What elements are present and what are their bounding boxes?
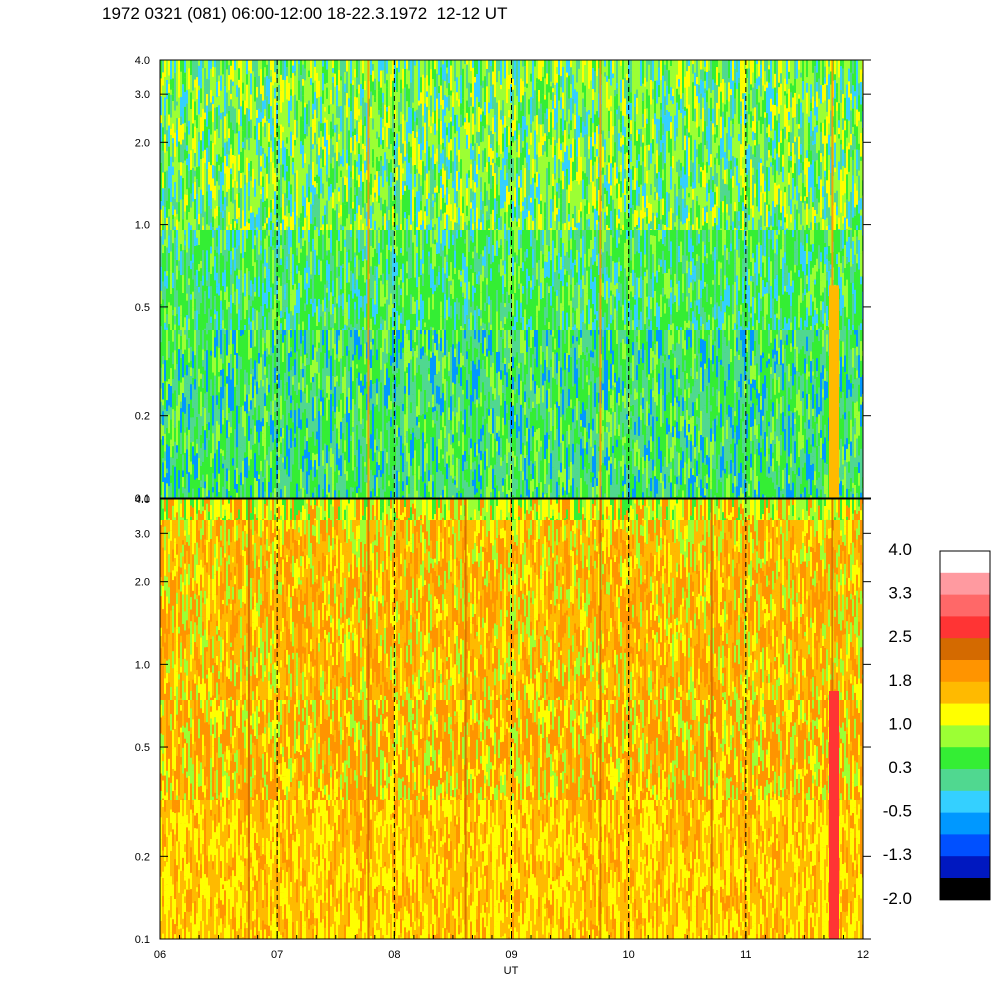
y-tick-label: 2.0 — [135, 137, 150, 149]
colorbar-swatch — [940, 790, 990, 813]
top-panel-frame — [159, 59, 864, 499]
y-tick-label: 0.2 — [135, 851, 150, 863]
colorbar-swatch — [940, 616, 990, 639]
colorbar-swatch — [940, 703, 990, 726]
colorbar-swatch — [940, 551, 990, 574]
x-tick-label: 09 — [505, 949, 517, 961]
y-tick-label: 0.5 — [135, 742, 150, 754]
x-tick-label: 12 — [857, 949, 869, 961]
colorbar-swatch — [940, 769, 990, 792]
colorbar-swatch — [940, 572, 990, 595]
top-spectrogram-panel: 4.0 3.0 2.0 1.0 0.5 0.2 0.1 — [135, 55, 871, 505]
y-tick-label: 1.0 — [135, 220, 150, 232]
y-tick-label: 3.0 — [135, 528, 150, 540]
vertical-feature — [367, 499, 370, 939]
x-tick-label: 06 — [154, 949, 166, 961]
colorbar-label: 1.0 — [888, 714, 912, 733]
colorbar-swatch — [940, 660, 990, 683]
y-tick-label: 4.0 — [135, 55, 150, 67]
colorbar-swatch — [940, 856, 990, 879]
colorbar-swatch — [940, 638, 990, 661]
y-tick-label: 0.1 — [135, 493, 150, 505]
y-tick-label: 0.2 — [135, 411, 150, 423]
bottom-spectrogram-panel: 4.0 3.0 2.0 1.0 0.5 0.2 0.1 06 07 08 09 10 11 12 UT — [135, 494, 871, 977]
y-tick-label: 3.0 — [135, 89, 150, 101]
colorbar-swatch — [940, 834, 990, 857]
colorbar-frame — [939, 550, 991, 901]
colorbar-swatch — [940, 725, 990, 748]
colorbar-label: -1.3 — [883, 845, 912, 864]
vertical-feature — [247, 499, 250, 939]
burst-feature — [829, 691, 839, 939]
y-tick-label: 1.0 — [135, 659, 150, 671]
y-tick-label: 0.1 — [135, 934, 150, 946]
vertical-feature — [831, 60, 834, 498]
colorbar-label: 4.0 — [888, 540, 912, 559]
colorbar-swatch — [940, 812, 990, 835]
x-tick-label: 11 — [740, 949, 751, 961]
vertical-feature — [599, 60, 602, 498]
colorbar-label: 2.5 — [888, 627, 912, 646]
y-tick-label: 4.0 — [135, 494, 150, 506]
vertical-feature — [367, 60, 370, 498]
burst-feature — [829, 285, 839, 498]
x-tick-label: 10 — [623, 949, 635, 961]
colorbar-label: 0.3 — [888, 758, 912, 777]
colorbar-swatch — [940, 878, 990, 901]
x-axis-label: UT — [504, 965, 519, 977]
colorbar-swatch — [940, 747, 990, 770]
colorbar-label: 1.8 — [888, 671, 912, 690]
colorbar-label: -2.0 — [883, 889, 912, 908]
colorbar-swatch — [940, 681, 990, 704]
colorbar-label: -0.5 — [883, 802, 912, 821]
colorbar: 4.0 3.3 2.5 1.8 1.0 0.3 -0.5 -1.3 -2.0 — [883, 540, 991, 908]
vertical-feature — [599, 499, 602, 939]
vertical-feature — [710, 499, 713, 939]
chart-title: 1972 0321 (081) 06:00-12:00 18-22.3.1972… — [102, 4, 507, 24]
y-tick-label: 2.0 — [135, 577, 150, 589]
colorbar-label: 3.3 — [888, 584, 912, 603]
vertical-feature — [464, 499, 467, 939]
colorbar-swatch — [940, 594, 990, 617]
x-tick-label: 08 — [388, 949, 400, 961]
y-tick-label: 0.5 — [135, 302, 150, 314]
x-tick-label: 07 — [271, 949, 283, 961]
